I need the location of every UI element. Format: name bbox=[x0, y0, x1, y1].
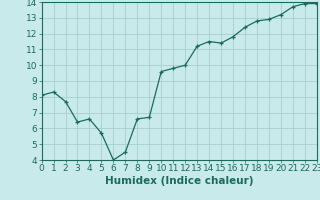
X-axis label: Humidex (Indice chaleur): Humidex (Indice chaleur) bbox=[105, 176, 253, 186]
